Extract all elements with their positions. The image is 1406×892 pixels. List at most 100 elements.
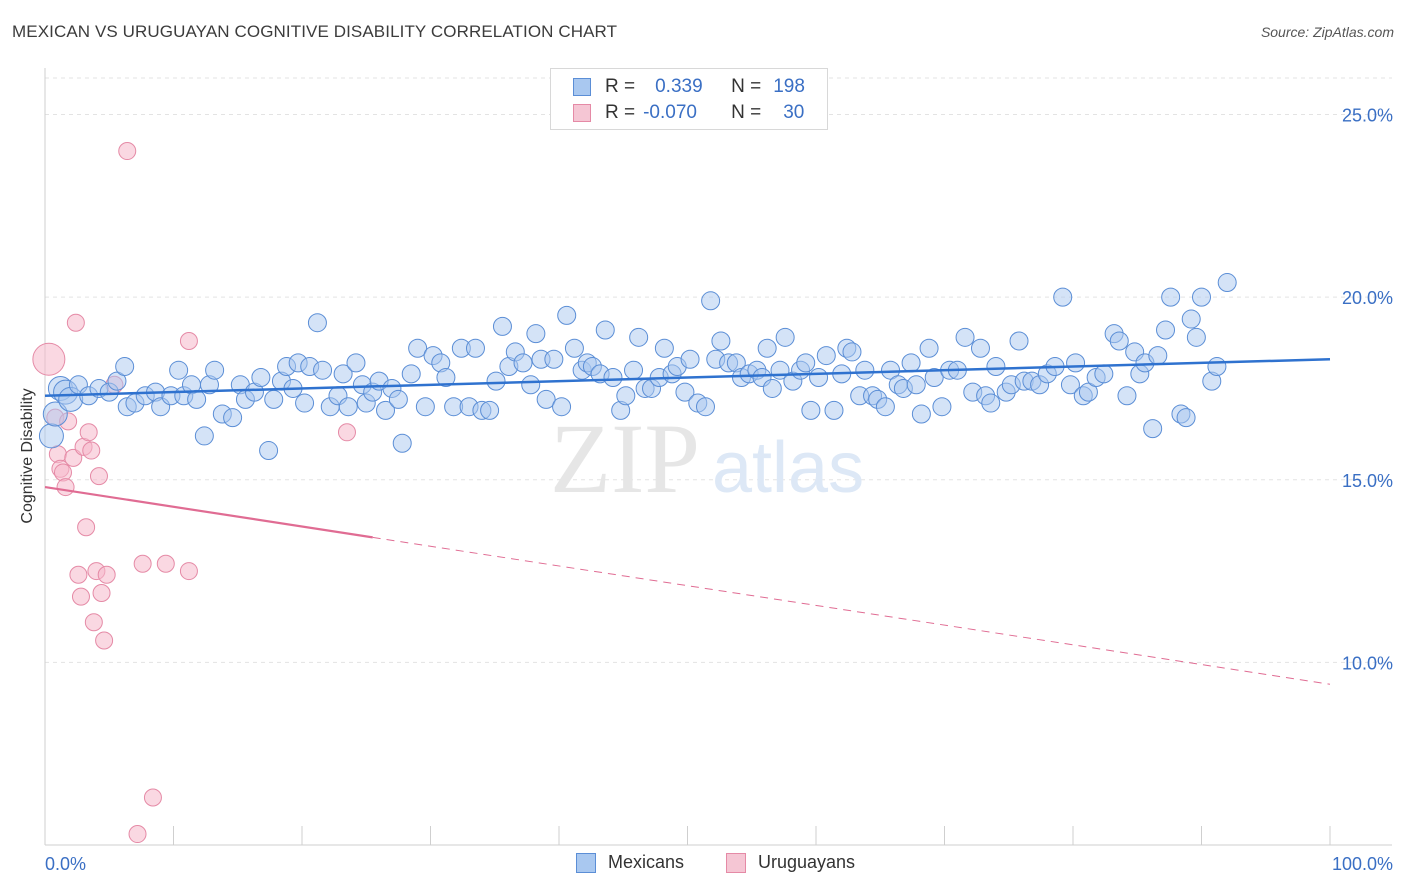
mexicans-point	[757, 338, 777, 358]
mexicans-point	[307, 313, 327, 333]
mexicans-point	[1094, 364, 1114, 384]
mexicans-point	[695, 397, 715, 417]
x-tick-label: 100.0%	[1332, 854, 1393, 874]
mexicans-point	[1207, 357, 1227, 377]
mexicans-point	[1176, 408, 1196, 428]
uruguayans-point	[179, 562, 198, 581]
mexicans-point	[595, 320, 615, 340]
mexicans-point	[259, 441, 279, 461]
uruguayans-point	[128, 825, 147, 844]
bottom-legend-label: Mexicans	[608, 852, 685, 872]
mexicans-point	[1078, 382, 1098, 402]
mexicans-point	[970, 338, 990, 358]
mexicans-point	[875, 397, 895, 417]
mexicans-point	[338, 397, 358, 417]
mexicans-point	[223, 408, 243, 428]
mexicans-point	[557, 305, 577, 325]
mexicans-point	[1109, 331, 1129, 351]
mexicans-point	[986, 357, 1006, 377]
mexicans-point	[333, 364, 353, 384]
legend-row-mexicans: R = 0.339 N = 198	[573, 75, 805, 99]
mexicans-point	[169, 360, 189, 380]
mexicans-point	[264, 389, 284, 409]
mexicans-point	[1060, 375, 1080, 395]
watermark-atlas: atlas	[712, 428, 864, 508]
mexicans-point	[526, 324, 546, 344]
legend-r-value: 0.339	[655, 76, 703, 97]
x-tick-label: 0.0%	[45, 854, 86, 874]
mexicans-point	[552, 397, 572, 417]
mexicans-point	[251, 367, 271, 387]
mexicans-point	[816, 346, 836, 366]
mexicans-point	[205, 360, 225, 380]
uruguayans-swatch	[726, 852, 746, 873]
uruguayans-point	[66, 313, 85, 332]
mexicans-point	[881, 360, 901, 380]
legend-row-uruguayans: R = -0.070 N = 30	[573, 101, 804, 125]
uruguayans-point	[77, 518, 96, 537]
mexicans-point	[1066, 353, 1086, 373]
mexicans-point	[1117, 386, 1137, 406]
mexicans-point	[513, 353, 533, 373]
mexicans-point	[465, 338, 485, 358]
mexicans-point	[1192, 287, 1211, 307]
mexicans-point	[1148, 346, 1168, 366]
uruguayans-point	[69, 565, 88, 584]
uruguayans-point	[71, 587, 90, 606]
bottom-legend-uruguayans: Uruguayans	[726, 852, 855, 873]
mexicans-point	[624, 360, 644, 380]
uruguayans-point	[79, 423, 98, 442]
mexicans-point	[295, 393, 315, 413]
bottom-legend-label: Uruguayans	[758, 852, 856, 872]
y-tick-label: 15.0%	[1342, 471, 1393, 491]
mexicans-swatch	[576, 852, 596, 873]
watermark: ZIP atlas	[550, 403, 864, 514]
mexicans-point	[401, 364, 421, 384]
mexicans-point	[932, 397, 952, 417]
uruguayans-point	[337, 423, 356, 442]
mexicans-point	[1161, 287, 1181, 307]
mexicans-point	[775, 327, 795, 347]
uruguayans-point	[133, 554, 152, 573]
mexicans-point	[1156, 320, 1176, 340]
y-tick-label: 25.0%	[1342, 106, 1393, 126]
chart-title: MEXICAN VS URUGUAYAN COGNITIVE DISABILIT…	[12, 22, 618, 41]
grid-lines	[45, 77, 1392, 663]
tick-labels: 10.0% 15.0% 20.0% 25.0% 0.0% 100.0%	[45, 106, 1393, 874]
mexicans-point	[855, 360, 875, 380]
uruguayans-point	[84, 613, 103, 632]
mexicans-trend-line	[44, 357, 1331, 398]
mexicans-point	[42, 401, 68, 427]
uruguayans-point	[89, 467, 108, 486]
mexicans-point	[38, 423, 64, 449]
trend-lines	[44, 357, 1331, 685]
uruguayans-point	[56, 478, 75, 497]
mexicans-point	[436, 367, 456, 387]
mexicans-point	[544, 349, 564, 369]
mexicans-point	[911, 404, 931, 424]
mexicans-point	[1217, 273, 1237, 293]
legend-r-label: R =	[605, 102, 636, 123]
legend-n-value: 198	[773, 76, 805, 97]
mexicans-point	[492, 316, 512, 336]
legend-n-value: 30	[783, 102, 805, 123]
legend-n-label: N =	[731, 102, 762, 123]
mexicans-point	[392, 433, 412, 453]
uruguayans-trend-line	[44, 485, 373, 539]
mexicans-swatch	[573, 78, 591, 96]
y-tick-label: 20.0%	[1342, 288, 1393, 308]
mexicans-point	[536, 389, 556, 409]
mexicans-point	[480, 400, 500, 420]
uruguayans-point	[179, 331, 198, 350]
uruguayans-swatch	[573, 104, 591, 122]
legend-n-label: N =	[731, 76, 762, 97]
mexicans-point	[1143, 419, 1163, 439]
axes	[44, 68, 1392, 846]
mexicans-point	[919, 338, 939, 358]
mexicans-point	[313, 360, 333, 380]
correlation-legend: R = 0.339 N = 198 R = -0.070 N = 30	[550, 68, 828, 130]
mexicans-point	[346, 353, 366, 373]
mexicans-point	[1186, 327, 1206, 347]
mexicans-point	[675, 382, 695, 402]
